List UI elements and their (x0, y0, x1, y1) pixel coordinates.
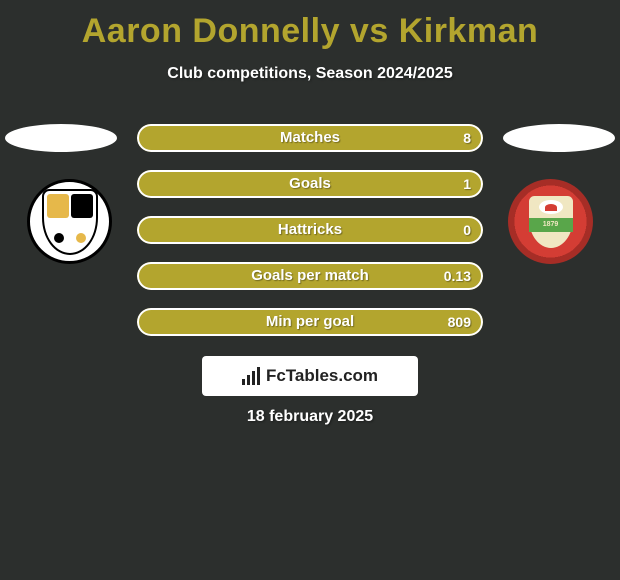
club-crest-right: 1879 (508, 179, 593, 264)
page-title: Aaron Donnelly vs Kirkman (0, 0, 620, 51)
stat-right-value: 809 (448, 308, 471, 336)
stat-row-matches: Matches 8 (137, 124, 483, 152)
stat-label: Hattricks (137, 216, 483, 244)
club-crest-right-shield: 1879 (529, 196, 573, 248)
stat-label: Goals per match (137, 262, 483, 290)
stat-label: Min per goal (137, 308, 483, 336)
club-crest-left-shield (42, 189, 98, 255)
stat-label: Matches (137, 124, 483, 152)
stat-right-value: 8 (463, 124, 471, 152)
stat-right-value: 1 (463, 170, 471, 198)
crest-decor (76, 233, 86, 243)
player-right-photo-placeholder (503, 124, 615, 152)
crest-band: 1879 (529, 218, 573, 232)
page-subtitle: Club competitions, Season 2024/2025 (0, 65, 620, 83)
generated-date: 18 february 2025 (0, 408, 620, 426)
bar-chart-icon (242, 367, 260, 385)
stat-row-hattricks: Hattricks 0 (137, 216, 483, 244)
stats-area: Matches 8 Goals 1 Hattricks 0 Goals per … (137, 124, 483, 354)
player-left-photo-placeholder (5, 124, 117, 152)
stat-row-goals-per-match: Goals per match 0.13 (137, 262, 483, 290)
stat-row-goals: Goals 1 (137, 170, 483, 198)
crest-decor (54, 233, 64, 243)
comparison-infographic: Aaron Donnelly vs Kirkman Club competiti… (0, 0, 620, 580)
club-crest-left (27, 179, 112, 264)
stat-label: Goals (137, 170, 483, 198)
watermark-text: FcTables.com (266, 366, 378, 386)
stat-right-value: 0.13 (444, 262, 471, 290)
stat-row-min-per-goal: Min per goal 809 (137, 308, 483, 336)
stat-right-value: 0 (463, 216, 471, 244)
watermark-badge: FcTables.com (202, 356, 418, 396)
